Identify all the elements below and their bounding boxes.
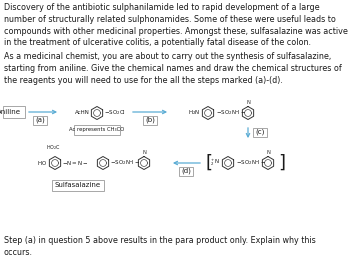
Text: $\mathsf{^+_2N}$: $\mathsf{^+_2N}$ bbox=[210, 158, 220, 168]
Bar bbox=[33, 116, 47, 125]
Text: AcHN: AcHN bbox=[75, 110, 90, 115]
Text: Step (a) in question 5 above results in the para product only. Explain why this
: Step (a) in question 5 above results in … bbox=[4, 236, 316, 257]
Bar bbox=[74, 125, 120, 135]
Bar bbox=[52, 180, 104, 191]
Text: [: [ bbox=[205, 154, 212, 172]
Text: (b): (b) bbox=[145, 117, 155, 123]
Text: $\mathsf{HO_2C}$: $\mathsf{HO_2C}$ bbox=[46, 144, 61, 153]
Text: $\mathsf{-SO_2Cl}$: $\mathsf{-SO_2Cl}$ bbox=[105, 109, 126, 118]
Text: Sulfasalazine: Sulfasalazine bbox=[55, 182, 101, 188]
Bar bbox=[3, 106, 25, 118]
Text: $\mathsf{-SO_2NH-}$: $\mathsf{-SO_2NH-}$ bbox=[216, 109, 246, 118]
Text: (d): (d) bbox=[181, 168, 191, 174]
Text: (c): (c) bbox=[255, 129, 265, 135]
Text: $\mathsf{-SO_2NH-}$: $\mathsf{-SO_2NH-}$ bbox=[236, 159, 266, 168]
Text: $\mathsf{-SO_2NH-}$: $\mathsf{-SO_2NH-}$ bbox=[111, 159, 141, 168]
Text: $\mathsf{-N{=}N-}$: $\mathsf{-N{=}N-}$ bbox=[63, 159, 89, 167]
Bar bbox=[143, 116, 157, 125]
Text: N: N bbox=[142, 149, 146, 154]
Bar bbox=[253, 128, 267, 137]
Text: As a medicinal chemist, you are about to carry out the synthesis of sulfasalazin: As a medicinal chemist, you are about to… bbox=[4, 52, 342, 85]
Text: Discovery of the antibiotic sulphanilamide led to rapid development of a large
n: Discovery of the antibiotic sulphanilami… bbox=[4, 3, 348, 47]
Bar bbox=[179, 167, 193, 176]
Text: N: N bbox=[266, 149, 270, 154]
Text: $\mathsf{H_2N}$: $\mathsf{H_2N}$ bbox=[188, 109, 201, 118]
Text: ]: ] bbox=[279, 154, 286, 172]
Text: $\mathsf{HO}$: $\mathsf{HO}$ bbox=[37, 159, 48, 167]
Text: (a): (a) bbox=[35, 117, 45, 123]
Text: Aniline: Aniline bbox=[0, 109, 21, 115]
Text: Ac represents CH₃CO: Ac represents CH₃CO bbox=[69, 127, 125, 132]
Text: N: N bbox=[246, 99, 250, 104]
